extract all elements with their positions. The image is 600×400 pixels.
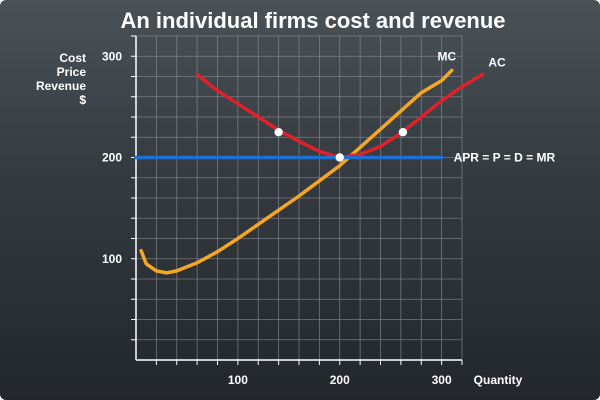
series-line-mc [139, 68, 454, 275]
series-labels: MC AC APR = P = D = MR [437, 49, 555, 164]
series-label-apr-p-d-mr: APR = P = D = MR [454, 151, 556, 165]
y-axis-label-line-1: Cost [59, 51, 86, 65]
y-tick-label: 300 [102, 49, 122, 63]
x-axis-label: Quantity [474, 373, 523, 387]
y-tick-label: 100 [102, 252, 122, 266]
y-axis-label-line-4: $ [79, 93, 86, 107]
chart-title: An individual firms cost and revenue [120, 8, 505, 33]
data-point [335, 153, 344, 162]
series-label-ac: AC [488, 55, 506, 69]
y-axis-label-line-3: Revenue [36, 79, 86, 93]
ticks: 100 200 300 100 200 300 [102, 35, 463, 387]
x-tick-label: 100 [228, 373, 248, 387]
data-point [274, 127, 283, 137]
highlight-points [274, 127, 408, 162]
x-tick-label: 200 [330, 373, 350, 387]
series-label-mc: MC [437, 49, 456, 63]
data-point [398, 127, 408, 137]
series-lines [134, 68, 485, 275]
x-tick-label: 300 [432, 373, 452, 387]
y-axis-label-line-2: Price [57, 65, 87, 79]
y-tick-label: 200 [102, 151, 122, 165]
grid [136, 35, 463, 360]
